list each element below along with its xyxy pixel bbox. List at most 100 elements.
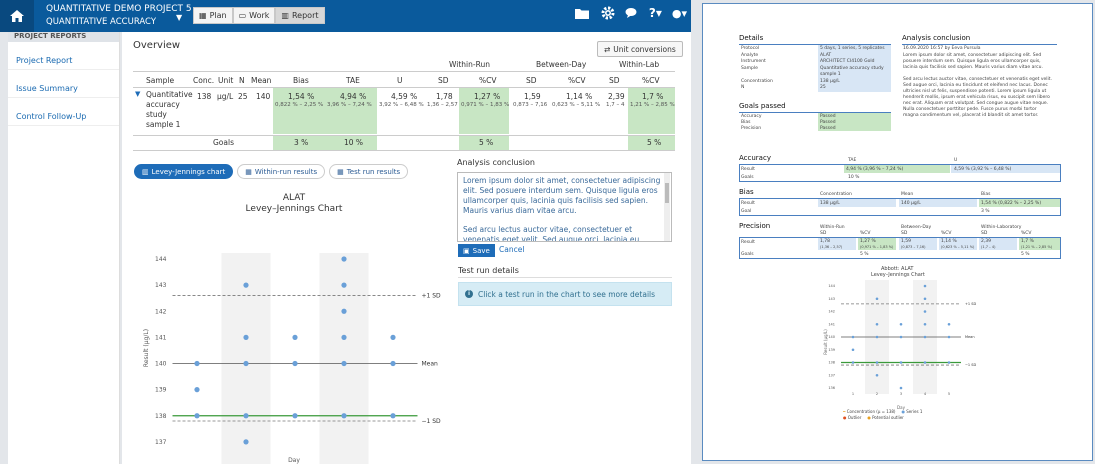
precision-bg [1019, 238, 1060, 250]
group-within-run: Within-Run [449, 60, 490, 69]
data-point [875, 373, 879, 377]
x-tick-label: 4 [924, 392, 927, 396]
wr-cv-ci: 0,971 % – 1,83 % [461, 102, 510, 108]
y-tick-label: 144 [155, 256, 167, 263]
tab-levey-jennings-chart[interactable]: ▥ Levey-Jennings chart [134, 164, 234, 179]
bd-cv-value: 1,14 % [566, 92, 593, 101]
y-tick-label: 138 [155, 413, 167, 420]
gear-icon[interactable] [601, 6, 615, 20]
goal-status: Passed [820, 120, 836, 125]
scrollbar[interactable] [664, 173, 670, 241]
folder-icon[interactable] [574, 7, 591, 20]
conclusion-line: posuere interdum sem. Quisque ligula ero… [903, 59, 1041, 64]
report-goals-title: Goals passed [739, 102, 786, 110]
tab-test-run-results[interactable]: ▦ Test run results [329, 164, 409, 179]
data-point [875, 322, 879, 326]
legend-dot-icon: ● [843, 415, 847, 420]
levey-jennings-chart[interactable]: ALAT Levey–Jennings Chart 13613713813914… [122, 180, 452, 464]
x-tick-label: 5 [948, 392, 950, 396]
exchange-icon: ⇄ [604, 44, 611, 54]
data-point [243, 334, 249, 340]
data-point [243, 413, 249, 419]
laptop-icon: ▭ [238, 11, 247, 20]
top-navbar: QUANTITATIVE DEMO PROJECT 5 QUANTITATIVE… [0, 0, 691, 32]
precision-wl-cv-value: 1,7 % [1021, 239, 1034, 244]
data-point [851, 361, 855, 364]
y-tick-label: 141 [155, 334, 167, 341]
report-details-title: Details [739, 34, 764, 42]
details-label: Instrument [741, 59, 766, 64]
goal-status: Passed [820, 114, 836, 119]
mean-label: Mean [422, 361, 439, 368]
y-tick-label: 138 [828, 361, 835, 365]
home-button[interactable] [0, 0, 34, 32]
project-selector[interactable]: QUANTITATIVE DEMO PROJECT 5 QUANTITATIVE… [46, 3, 192, 29]
details-label: N [741, 85, 745, 90]
group-within-lab: Within-Lab [619, 60, 660, 69]
goal-label: Bias [741, 120, 751, 125]
precision-bd-cv-value: 1,14 % [941, 239, 957, 244]
data-point [899, 361, 903, 364]
conclusion-line: magna condimentum vel, placerat id bland… [903, 113, 1039, 118]
scrollbar-thumb[interactable] [665, 183, 669, 203]
comments-icon[interactable] [625, 7, 639, 19]
tab-plan[interactable]: ▦ Plan [193, 7, 233, 24]
data-point [899, 322, 903, 326]
bias-goal: 3 % [294, 138, 309, 147]
report-conclusion-title: Analysis conclusion [902, 34, 971, 42]
conclusion-textarea[interactable]: Lorem ipsum dolor sit amet, consectetuer… [457, 172, 672, 242]
sample-name: Quantitative accuracy study sample 1 [146, 90, 193, 129]
data-point [947, 335, 951, 339]
data-point [390, 334, 396, 340]
details-value: Quantitative accuracy study [820, 65, 884, 71]
sidebar-item-project-report[interactable]: Project Report [8, 42, 119, 70]
test-run-info: i Click a test run in the chart to see mo… [458, 282, 672, 306]
tab-within-run-results[interactable]: ▦ Within-run results [237, 164, 326, 179]
precision-wr-sd-value: 1,78 [820, 239, 831, 244]
goals-label: Goals [213, 138, 234, 147]
cancel-button[interactable]: Cancel [499, 245, 525, 254]
help-icon[interactable]: ?▾ [648, 6, 662, 20]
y-tick-label: 140 [828, 335, 835, 339]
overview-title: Overview [133, 40, 181, 51]
bar-chart-icon: ▥ [142, 167, 149, 176]
precision-bg [899, 238, 937, 250]
wr-sd-value: 1,78 [436, 92, 453, 101]
data-point [194, 360, 200, 367]
data-point [947, 322, 951, 326]
sidebar-item-issue-summary[interactable]: Issue Summary [8, 70, 119, 98]
data-point [923, 284, 927, 288]
day-band [319, 253, 369, 464]
wl-sd-value: 2,39 [608, 92, 625, 101]
data-point [341, 256, 347, 262]
tab-report[interactable]: ▥ Report [275, 7, 325, 24]
project-name: QUANTITATIVE DEMO PROJECT 5 [46, 4, 192, 14]
data-point [292, 334, 298, 340]
u-value: 4,59 % [391, 92, 418, 101]
mean-value: 140 [256, 92, 271, 101]
conclusion-paragraph: Sed arcu lectus auctor vitae, consectetu… [463, 225, 640, 242]
data-point [923, 361, 927, 364]
user-icon[interactable]: ●▾ [671, 6, 687, 20]
data-point [851, 335, 855, 339]
wr-sd-ci: 1,36 – 2,57 [427, 102, 458, 108]
details-value: 5 days, 1 series, 5 replicates [820, 46, 885, 51]
legend-line-icon: ━ [843, 409, 846, 414]
goal-label: Precision [741, 126, 762, 131]
home-icon [10, 10, 24, 22]
sidebar-item-control-follow-up[interactable]: Control Follow-Up [8, 98, 119, 126]
caret-down-icon[interactable]: ▼ [176, 13, 183, 22]
data-point [341, 413, 347, 419]
col-wl-sd: SD [609, 76, 620, 85]
data-point [923, 322, 927, 326]
unit-conversions-button[interactable]: ⇄ Unit conversions [597, 41, 683, 57]
y-tick-label: 143 [155, 282, 167, 289]
precision-bg [818, 238, 856, 250]
chart-subtitle: Levey–Jennings Chart [246, 204, 343, 214]
bar-chart-icon: ▥ [281, 11, 289, 20]
tab-work[interactable]: ▭ Work [232, 7, 276, 24]
save-button[interactable]: ▣ Save [458, 244, 495, 257]
expand-caret-icon[interactable]: ▼ [135, 90, 141, 98]
bias-box [739, 198, 1061, 216]
bias-result-label: Result [741, 201, 755, 206]
